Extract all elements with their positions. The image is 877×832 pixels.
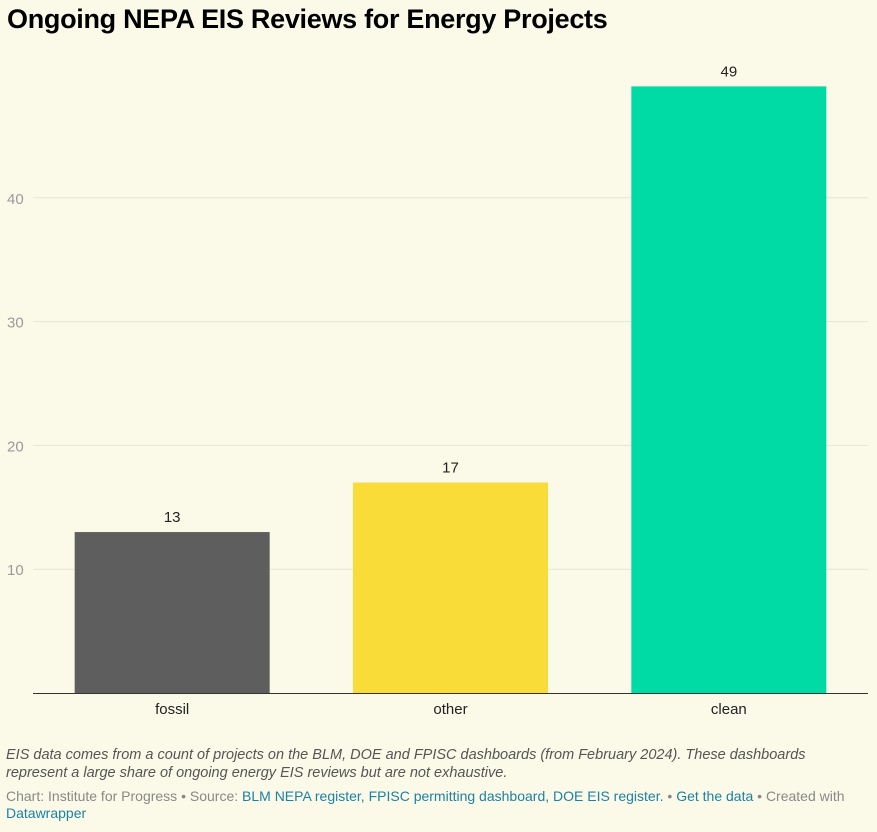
y-tick-label: 20 <box>7 438 24 455</box>
bar-other <box>353 482 548 693</box>
footnote: EIS data comes from a count of projects … <box>6 747 806 781</box>
y-axis-ticks: 10 20 30 40 <box>7 191 24 579</box>
bar-clean <box>631 86 827 693</box>
x-axis-ticks: fossil other clean <box>155 701 747 718</box>
bars <box>74 86 827 693</box>
value-label-other: 17 <box>442 460 459 477</box>
x-tick-label-clean: clean <box>711 701 747 718</box>
get-data-link[interactable]: Get the data <box>676 788 754 804</box>
bar-fossil <box>74 532 270 693</box>
source-prefix: Source: <box>189 788 239 804</box>
x-tick-label-fossil: fossil <box>155 701 189 718</box>
credits: Chart: Institute for Progress • Source: … <box>6 788 845 821</box>
datawrapper-link[interactable]: Datawrapper <box>6 805 87 821</box>
value-label-clean: 49 <box>720 63 737 80</box>
source-links[interactable]: BLM NEPA register, FPISC permitting dash… <box>242 788 664 804</box>
y-tick-label: 40 <box>7 191 24 208</box>
chart-title: Ongoing NEPA EIS Reviews for Energy Proj… <box>7 4 608 34</box>
value-label-fossil: 13 <box>164 509 181 526</box>
bar-chart: 10 20 30 40 13 17 49 fossil other clean <box>7 63 868 718</box>
chart-byline: Chart: Institute for Progress <box>6 788 178 804</box>
value-labels: 13 17 49 <box>164 63 737 526</box>
x-tick-label-other: other <box>433 701 467 718</box>
created-with: Created with <box>765 788 845 804</box>
y-tick-label: 10 <box>7 562 24 579</box>
y-tick-label: 30 <box>7 315 24 332</box>
chart-footer: EIS data comes from a count of projects … <box>6 746 867 822</box>
